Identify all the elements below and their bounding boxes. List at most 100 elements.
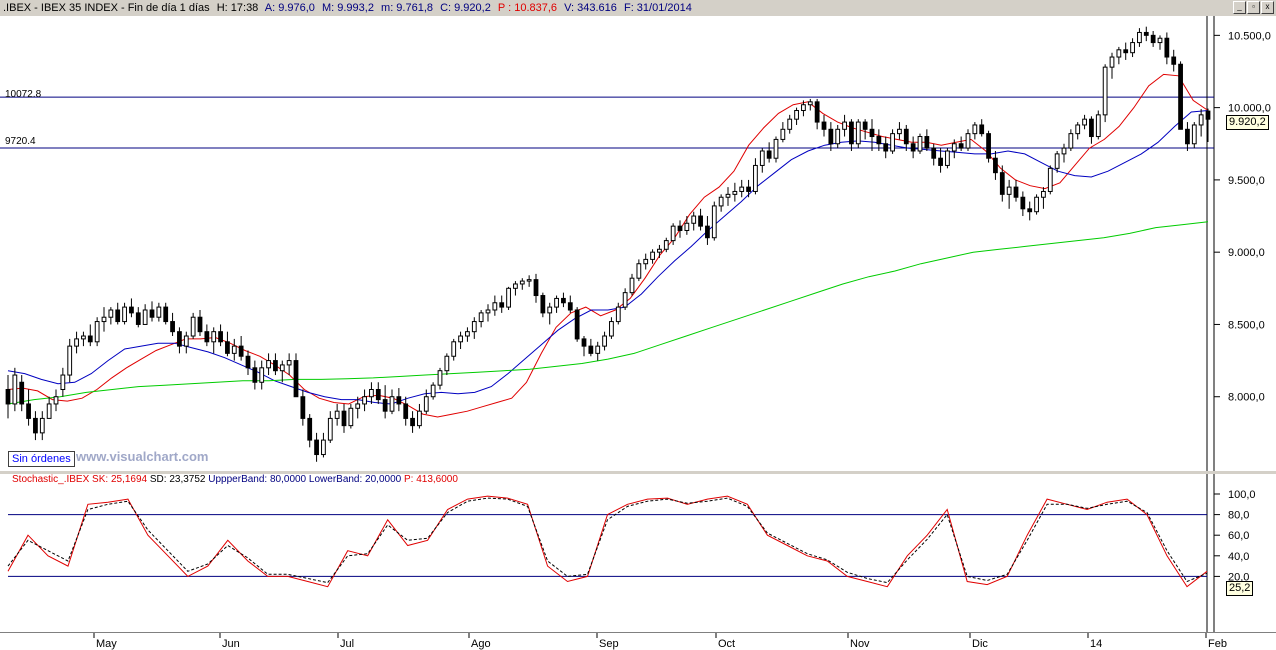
candle	[252, 360, 258, 390]
candle	[513, 281, 518, 296]
chart-window-titlebar: .IBEX - IBEX 35 INDEX - Fin de día 1 día…	[0, 0, 1276, 16]
time-tick-label: Dic	[972, 638, 988, 650]
candle	[1130, 38, 1135, 58]
candle	[163, 302, 169, 325]
candle-body	[636, 263, 642, 279]
stoch-k-line	[7, 495, 1208, 588]
candle	[286, 353, 292, 376]
hour-label: H: 17:38	[216, 2, 259, 14]
candle	[588, 338, 594, 357]
candle	[567, 295, 573, 313]
candle	[87, 324, 93, 347]
candle-body	[979, 124, 985, 135]
candle-body	[903, 128, 909, 145]
time-tick-label: Feb	[1208, 638, 1227, 650]
candle	[1164, 32, 1170, 65]
candle	[156, 302, 162, 322]
candle	[1137, 28, 1142, 47]
candle-body	[499, 302, 505, 308]
candle-body	[574, 309, 580, 340]
close-button[interactable]: x	[1261, 1, 1274, 14]
candle	[26, 389, 31, 426]
stoch-p: P: 413,6000	[403, 474, 458, 485]
price-tick-label: 8.000,0	[1228, 392, 1265, 404]
candle-body	[1102, 66, 1108, 116]
price-tick-label: 9.500,0	[1228, 175, 1265, 187]
candle	[746, 179, 751, 198]
candle-body	[924, 136, 930, 149]
candle-body	[794, 110, 799, 120]
candle-body	[787, 118, 793, 130]
time-axis[interactable]: May Jun Jul Ago Sep Oct Nov Dic 14 Feb	[0, 632, 1276, 650]
candle-body	[362, 396, 367, 405]
candle	[204, 324, 210, 347]
stochastic-chart-svg[interactable]: 100,0 80,0 60,0 40,0 20,0	[0, 474, 1276, 632]
candle	[190, 312, 196, 339]
price-chart-panel[interactable]: 10.500,0 10.000,0 9.500,0 9.000,0 8.500,0 8.0…	[0, 16, 1276, 471]
candle	[74, 331, 79, 354]
candle	[1185, 122, 1190, 151]
hline-label-upper: 10072.8	[5, 89, 42, 100]
candle	[67, 338, 73, 383]
candle	[663, 237, 669, 253]
close-label: C: 9.920,2	[440, 2, 491, 14]
minimize-button[interactable]: _	[1233, 1, 1246, 14]
candle-body	[465, 331, 470, 337]
candle-body	[60, 374, 66, 390]
candle-body	[684, 222, 690, 231]
candle	[492, 295, 498, 316]
candle	[835, 124, 841, 149]
candle-body	[485, 309, 491, 314]
candle	[122, 302, 127, 325]
price-tick-label: 10.000,0	[1228, 103, 1271, 115]
candle	[650, 249, 655, 264]
candle	[81, 331, 86, 347]
candle	[931, 143, 937, 166]
candle-body	[26, 403, 31, 419]
candle	[437, 367, 443, 390]
candle	[5, 375, 11, 419]
candle-body	[602, 335, 607, 347]
candle	[999, 165, 1005, 202]
candle	[396, 388, 402, 412]
candle-body	[910, 143, 916, 152]
candle-body	[437, 370, 443, 386]
price-chart-svg[interactable]: 10.500,0 10.000,0 9.500,0 9.000,0 8.500,0 8.0…	[0, 16, 1276, 471]
sma-mid-line	[7, 110, 1209, 405]
candle-body	[225, 341, 230, 354]
candle-body	[945, 150, 950, 166]
candle	[218, 324, 223, 347]
orders-button[interactable]: Sin órdenes	[8, 451, 75, 467]
candle-body	[492, 302, 498, 311]
candle	[423, 389, 429, 415]
candle-body	[355, 403, 361, 409]
time-tick-label: Ago	[471, 638, 491, 650]
candle-body	[1205, 110, 1211, 120]
candle-body	[965, 133, 971, 149]
maximize-button[interactable]: ▫	[1247, 1, 1260, 14]
candle	[266, 353, 271, 376]
candle	[321, 432, 326, 458]
candle	[389, 389, 395, 415]
panel-separator[interactable]	[0, 471, 1276, 474]
stoch-sk: SK: 25,1694	[92, 474, 148, 485]
candle-body	[951, 143, 957, 152]
stoch-lower: LowerBand: 20,0000	[308, 474, 402, 485]
candle-body	[451, 341, 457, 357]
candle-body	[39, 417, 45, 434]
candle-body	[554, 297, 559, 308]
candle	[417, 403, 422, 429]
candle	[883, 136, 889, 159]
time-tick-label: 14	[1090, 638, 1102, 650]
candle	[547, 302, 553, 325]
candle-body	[1137, 31, 1142, 44]
stochastic-panel[interactable]: 100,0 80,0 60,0 40,0 20,0	[0, 474, 1276, 632]
candle-body	[1020, 196, 1026, 210]
candle	[238, 336, 244, 361]
osc-tick-label: 100,0	[1228, 489, 1256, 501]
hline-label-lower: 9720.4	[5, 136, 36, 147]
candle	[1150, 31, 1156, 47]
stoch-last-tag: 25,2	[1226, 581, 1254, 596]
candle	[1041, 187, 1046, 209]
candle	[718, 194, 724, 212]
